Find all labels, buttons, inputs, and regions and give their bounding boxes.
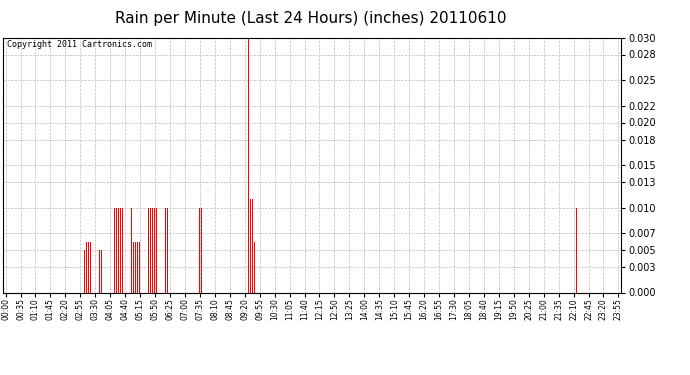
Text: Copyright 2011 Cartronics.com: Copyright 2011 Cartronics.com [6, 40, 152, 49]
Text: Rain per Minute (Last 24 Hours) (inches) 20110610: Rain per Minute (Last 24 Hours) (inches)… [115, 11, 506, 26]
